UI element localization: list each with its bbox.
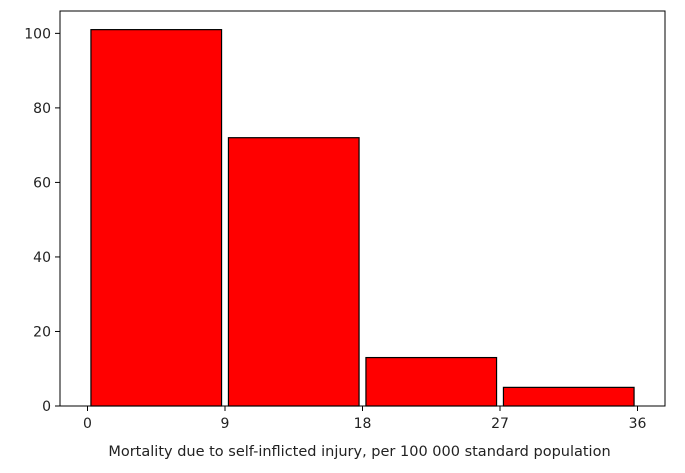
y-tick-label-2: 40 bbox=[33, 250, 51, 266]
x-axis: 0 9 18 27 36 bbox=[83, 406, 646, 432]
bar-2 bbox=[365, 356, 498, 407]
x-tick-label-0: 0 bbox=[83, 416, 92, 432]
y-tick-label-5: 100 bbox=[24, 26, 51, 42]
y-tick-label-3: 60 bbox=[33, 175, 51, 191]
bars-group bbox=[90, 29, 635, 407]
bar-0 bbox=[90, 29, 223, 407]
x-tick-label-4: 36 bbox=[629, 416, 647, 432]
bar-1 bbox=[227, 137, 360, 407]
x-tick-label-3: 27 bbox=[491, 416, 509, 432]
x-tick-label-2: 18 bbox=[354, 416, 372, 432]
y-tick-label-4: 80 bbox=[33, 101, 51, 117]
plot-frame bbox=[59, 10, 666, 407]
y-axis: 0 20 40 60 80 100 bbox=[24, 26, 60, 415]
y-tick-label-1: 20 bbox=[33, 324, 51, 340]
y-tick-label-0: 0 bbox=[42, 399, 51, 415]
x-tick-label-1: 9 bbox=[221, 416, 230, 432]
x-axis-label: Mortality due to self-inflicted injury, … bbox=[108, 444, 610, 460]
bar-3 bbox=[502, 386, 635, 407]
